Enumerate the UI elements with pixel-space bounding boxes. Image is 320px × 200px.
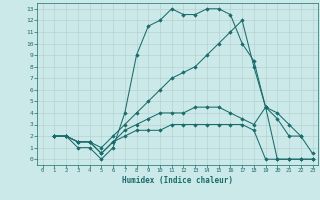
X-axis label: Humidex (Indice chaleur): Humidex (Indice chaleur) [122,176,233,185]
